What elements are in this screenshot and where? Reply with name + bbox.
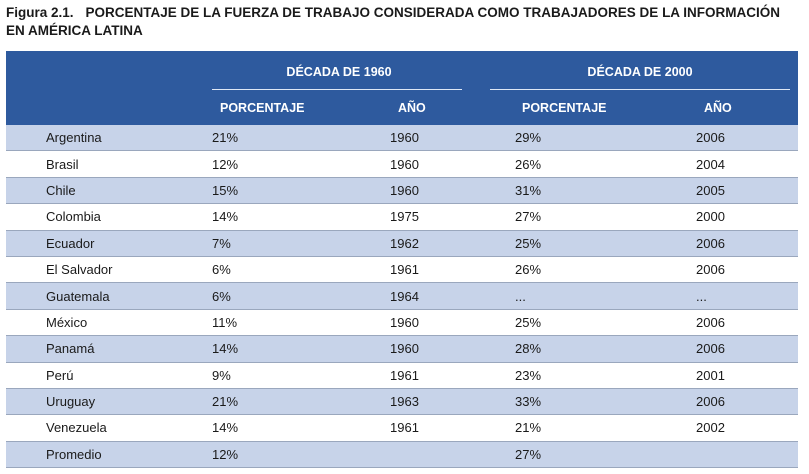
table-row: Colombia 14% 1975 27% 2000 xyxy=(6,203,798,231)
cell-pct2000: 26% xyxy=(515,150,696,178)
cell-country: El Salvador xyxy=(6,256,212,284)
cell-pct1960: 12% xyxy=(212,441,390,469)
figure-caption: Figura 2.1. PORCENTAJE DE LA FUERZA DE TR… xyxy=(6,4,796,40)
cell-year2000: 2002 xyxy=(696,414,798,442)
cell-year2000: ... xyxy=(696,282,798,310)
cell-pct2000: 31% xyxy=(515,177,696,205)
decade-2000-rule xyxy=(490,89,790,90)
cell-year1960: 1961 xyxy=(390,256,515,284)
cell-pct1960: 6% xyxy=(212,256,390,284)
col-header-pct-2000: PORCENTAJE xyxy=(522,101,607,115)
data-table: Argentina 21% 1960 29% 2006 Brasil 12% 1960 26% 2… xyxy=(6,125,798,469)
table-row: Chile 15% 1960 31% 2005 xyxy=(6,177,798,205)
cell-pct2000: ... xyxy=(515,282,696,310)
col-header-pct-1960: PORCENTAJE xyxy=(220,101,305,115)
cell-country: Promedio xyxy=(6,441,212,469)
cell-year2000: 2006 xyxy=(696,388,798,416)
cell-country: Brasil xyxy=(6,150,212,178)
cell-year1960: 1961 xyxy=(390,414,515,442)
cell-pct1960: 14% xyxy=(212,203,390,231)
cell-pct1960: 12% xyxy=(212,150,390,178)
cell-pct2000: 26% xyxy=(515,256,696,284)
decade-1960-heading: DÉCADA DE 1960 xyxy=(286,65,392,79)
table-row: Argentina 21% 1960 29% 2006 xyxy=(6,125,798,152)
cell-pct1960: 14% xyxy=(212,335,390,363)
cell-country: Colombia xyxy=(6,203,212,231)
col-header-year-2000: AÑO xyxy=(704,101,732,115)
cell-pct1960: 11% xyxy=(212,309,390,337)
cell-pct2000: 23% xyxy=(515,362,696,389)
cell-year1960: 1960 xyxy=(390,150,515,178)
cell-pct2000: 21% xyxy=(515,414,696,442)
cell-pct1960: 14% xyxy=(212,414,390,442)
figure-number: Figura 2.1. xyxy=(6,5,74,20)
table-row: Panamá 14% 1960 28% 2006 xyxy=(6,335,798,363)
cell-year2000: 2006 xyxy=(696,256,798,284)
cell-pct1960: 21% xyxy=(212,388,390,416)
cell-pct1960: 9% xyxy=(212,362,390,389)
cell-pct2000: 27% xyxy=(515,441,696,469)
cell-pct2000: 25% xyxy=(515,309,696,337)
cell-country: Ecuador xyxy=(6,230,212,257)
cell-year2000: 2004 xyxy=(696,150,798,178)
cell-pct2000: 28% xyxy=(515,335,696,363)
cell-pct1960: 21% xyxy=(212,125,390,152)
cell-country: Uruguay xyxy=(6,388,212,416)
table-row: Ecuador 7% 1962 25% 2006 xyxy=(6,230,798,257)
cell-year2000 xyxy=(696,441,798,469)
cell-year2000: 2001 xyxy=(696,362,798,389)
cell-country: Panamá xyxy=(6,335,212,363)
col-header-year-1960: AÑO xyxy=(398,101,426,115)
cell-year1960: 1975 xyxy=(390,203,515,231)
figure-title-line1: PORCENTAJE DE LA FUERZA DE TRABAJO CONSI… xyxy=(85,5,781,20)
table-row: Perú 9% 1961 23% 2001 xyxy=(6,362,798,389)
cell-country: Venezuela xyxy=(6,414,212,442)
cell-year1960: 1963 xyxy=(390,388,515,416)
cell-year2000: 2005 xyxy=(696,177,798,205)
cell-year1960 xyxy=(390,441,515,469)
cell-pct2000: 25% xyxy=(515,230,696,257)
cell-year1960: 1964 xyxy=(390,282,515,310)
cell-country: Argentina xyxy=(6,125,212,152)
cell-year2000: 2006 xyxy=(696,230,798,257)
cell-pct2000: 29% xyxy=(515,125,696,152)
cell-pct2000: 33% xyxy=(515,388,696,416)
table-row: Guatemala 6% 1964...... xyxy=(6,282,798,310)
cell-year1960: 1961 xyxy=(390,362,515,389)
cell-year1960: 1960 xyxy=(390,309,515,337)
cell-country: México xyxy=(6,309,212,337)
cell-pct1960: 15% xyxy=(212,177,390,205)
cell-year1960: 1962 xyxy=(390,230,515,257)
cell-year1960: 1960 xyxy=(390,125,515,152)
decade-1960-rule xyxy=(212,89,462,90)
decade-2000-heading: DÉCADA DE 2000 xyxy=(587,65,693,79)
cell-year2000: 2006 xyxy=(696,309,798,337)
table-row: El Salvador 6% 1961 26% 2006 xyxy=(6,256,798,284)
cell-country: Chile xyxy=(6,177,212,205)
cell-year2000: 2006 xyxy=(696,125,798,152)
cell-pct1960: 6% xyxy=(212,282,390,310)
table-row: Brasil 12% 1960 26% 2004 xyxy=(6,150,798,178)
cell-year2000: 2006 xyxy=(696,335,798,363)
table-row: Promedio 12% 27% xyxy=(6,441,798,469)
figure-title-line2: EN AMÉRICA LATINA xyxy=(6,23,143,38)
cell-pct1960: 7% xyxy=(212,230,390,257)
cell-country: Guatemala xyxy=(6,282,212,310)
cell-year1960: 1960 xyxy=(390,177,515,205)
cell-year1960: 1960 xyxy=(390,335,515,363)
cell-pct2000: 27% xyxy=(515,203,696,231)
table-header: DÉCADA DE 1960 DÉCADA DE 2000 PORCENTAJE… xyxy=(6,51,798,125)
table-row: Uruguay 21% 1963 33% 2006 xyxy=(6,388,798,416)
table-row: México 11% 1960 25% 2006 xyxy=(6,309,798,337)
table-row: Venezuela 14% 1961 21% 2002 xyxy=(6,414,798,442)
cell-country: Perú xyxy=(6,362,212,389)
cell-year2000: 2000 xyxy=(696,203,798,231)
